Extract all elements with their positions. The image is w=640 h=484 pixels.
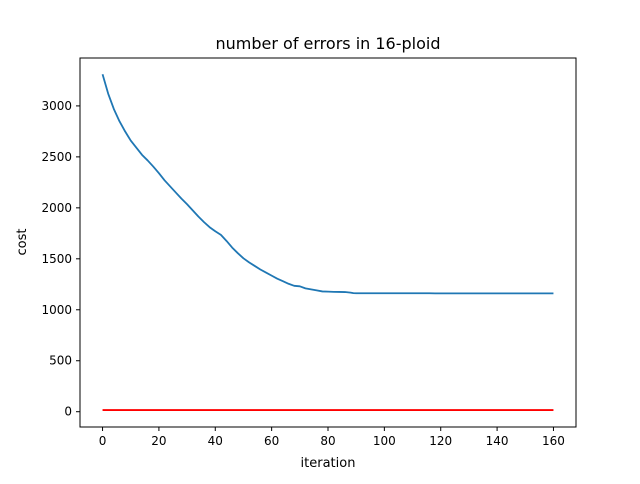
x-tick-label: 140 (486, 434, 509, 448)
chart-title: number of errors in 16-ploid (216, 34, 441, 53)
y-axis-label: cost (15, 229, 30, 256)
plot-area (101, 74, 554, 411)
x-tick-label: 80 (320, 434, 335, 448)
y-tick-label: 1500 (41, 252, 72, 266)
y-tick-label: 1000 (41, 303, 72, 317)
y-tick-label: 2000 (41, 201, 72, 215)
y-tick-label: 2500 (41, 150, 72, 164)
x-tick-label: 100 (373, 434, 396, 448)
x-axis-ticks: 0 20 40 60 80 100 120 140 160 (99, 427, 565, 448)
x-tick-label: 40 (208, 434, 223, 448)
y-tick-label: 500 (49, 354, 72, 368)
x-axis-label: iteration (301, 456, 356, 471)
x-tick-label: 160 (542, 434, 565, 448)
series-line-1 (101, 74, 554, 295)
x-tick-label: 60 (264, 434, 279, 448)
x-tick-label: 0 (99, 434, 107, 448)
y-tick-label: 3000 (41, 99, 72, 113)
y-axis-ticks: 0 500 1000 1500 2000 2500 3000 (41, 99, 80, 419)
x-tick-label: 20 (151, 434, 166, 448)
x-tick-label: 120 (429, 434, 452, 448)
y-tick-label: 0 (64, 405, 72, 419)
